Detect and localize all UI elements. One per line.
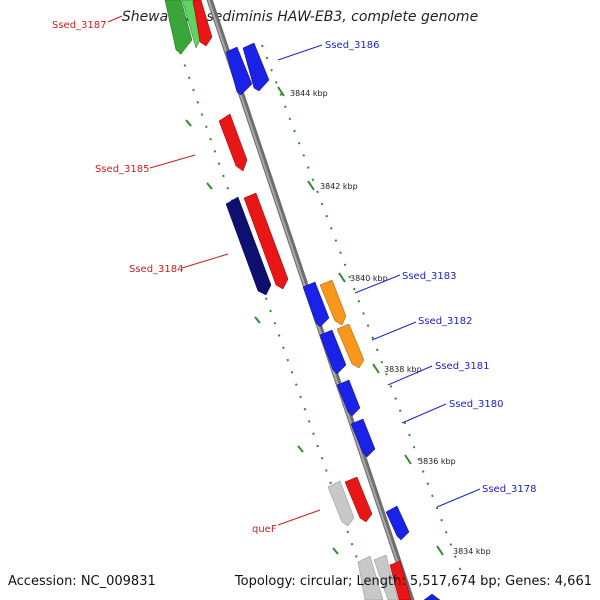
gene-ssed-3185[interactable] xyxy=(218,113,248,172)
gene-ssed-3187[interactable] xyxy=(164,0,213,55)
tick-label: 3842 kbp xyxy=(320,182,358,191)
gene-ssed-3178[interactable] xyxy=(385,505,410,541)
tick-mark xyxy=(436,545,444,556)
topology-label: Topology: circular; Length: 5,517,674 bp… xyxy=(234,574,592,589)
gene-ssed-3184[interactable] xyxy=(225,192,289,296)
leader-lines xyxy=(107,15,481,526)
gene-ssed-3186[interactable] xyxy=(225,42,270,96)
gene-label-ssed-3178[interactable]: Ssed_3178 xyxy=(482,484,537,495)
gene-label-ssed-3180[interactable]: Ssed_3180 xyxy=(449,399,504,410)
gene-label-ssed-3187[interactable]: Ssed_3187 xyxy=(52,20,107,31)
tick-label: 3836 kbp xyxy=(418,457,456,466)
gene-quef[interactable] xyxy=(327,476,373,527)
gene-ssed-3182[interactable] xyxy=(319,323,365,375)
tick-label: 3838 kbp xyxy=(384,365,422,374)
kbp-ticks: 3844 kbp 3842 kbp 3840 kbp 3838 kbp 3836… xyxy=(185,86,491,556)
gene-label-ssed-3186[interactable]: Ssed_3186 xyxy=(325,40,380,51)
tick-label: 3840 kbp xyxy=(350,274,388,283)
gene-label-quef[interactable]: queF xyxy=(252,524,277,535)
gene-label-ssed-3182[interactable]: Ssed_3182 xyxy=(418,316,473,327)
tick-label: 3834 kbp xyxy=(453,547,491,556)
tick-mark xyxy=(404,454,412,465)
tick-mark xyxy=(338,272,346,283)
gene-label-ssed-3185[interactable]: Ssed_3185 xyxy=(95,164,150,175)
gene-partial-bottom[interactable] xyxy=(357,554,441,600)
gene-label-ssed-3181[interactable]: Ssed_3181 xyxy=(435,361,490,372)
gene-ssed-3183[interactable] xyxy=(302,279,347,328)
accession-label: Accession: NC_009831 xyxy=(8,574,156,589)
gene-label-ssed-3184[interactable]: Ssed_3184 xyxy=(129,264,184,275)
gene-labels: Ssed_3187 Ssed_3186 Ssed_3185 Ssed_3184 … xyxy=(52,20,537,535)
tick-mark xyxy=(277,86,285,97)
tick-mark xyxy=(372,363,380,374)
tick-mark xyxy=(307,180,315,191)
tick-label: 3844 kbp xyxy=(290,89,328,98)
gene-ssed-3180[interactable] xyxy=(350,418,376,458)
gene-label-ssed-3183[interactable]: Ssed_3183 xyxy=(402,271,457,282)
gene-ssed-3181[interactable] xyxy=(336,379,361,417)
